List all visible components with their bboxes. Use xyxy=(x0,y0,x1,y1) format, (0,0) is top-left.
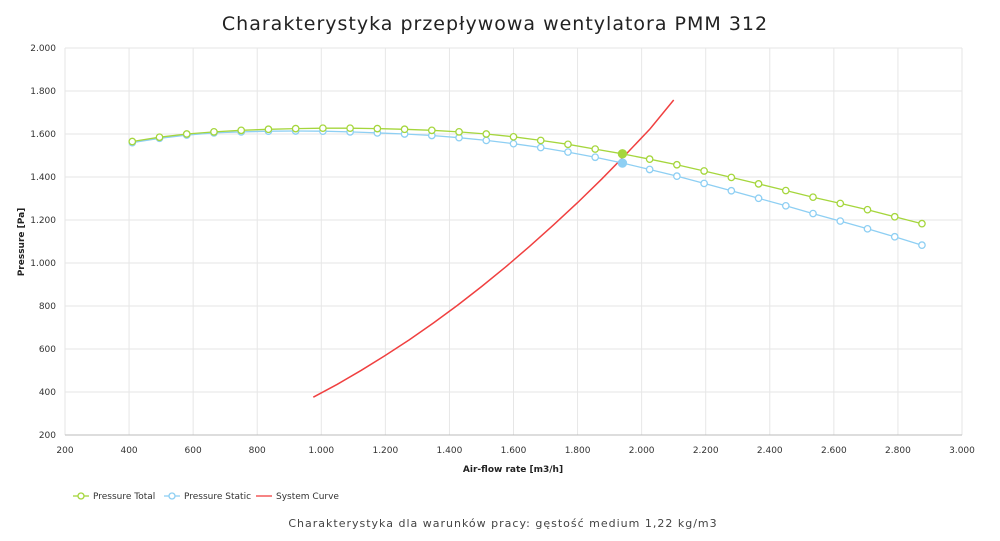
y-tick-label: 2.000 xyxy=(30,44,56,54)
data-point[interactable] xyxy=(781,201,790,210)
x-tick-label: 1.000 xyxy=(308,446,334,456)
legend-item-system-curve[interactable]: System Curve xyxy=(256,492,339,502)
data-point[interactable] xyxy=(700,167,708,175)
legend-label: Pressure Total xyxy=(93,492,155,502)
grid xyxy=(64,47,963,436)
y-tick-label: 400 xyxy=(39,388,56,398)
legend: Pressure Total Pressure Static System Curv… xyxy=(73,492,339,502)
data-point[interactable] xyxy=(781,186,790,195)
data-point[interactable] xyxy=(673,172,681,180)
data-point[interactable] xyxy=(809,209,817,218)
x-tick-label: 200 xyxy=(56,446,73,456)
data-point[interactable] xyxy=(836,199,845,208)
data-point[interactable] xyxy=(918,219,926,228)
data-point[interactable] xyxy=(918,241,926,250)
data-point[interactable] xyxy=(427,126,436,135)
x-tick-label: 2.000 xyxy=(629,446,655,456)
operating-point-pressure-static[interactable] xyxy=(617,158,628,168)
data-point[interactable] xyxy=(237,126,246,135)
x-axis-ticks: 200 400 600 800 1.000 1.200 1.400 1.600 1.800 2.0… xyxy=(56,446,975,456)
series-line-pressure-total xyxy=(132,127,923,225)
data-point[interactable] xyxy=(564,140,572,149)
x-tick-label: 1.600 xyxy=(501,446,527,456)
x-tick-label: 2.400 xyxy=(757,446,783,456)
x-tick-label: 2.600 xyxy=(821,446,847,456)
data-point[interactable] xyxy=(128,137,137,146)
data-point[interactable] xyxy=(890,232,899,241)
data-point[interactable] xyxy=(591,145,600,153)
data-point[interactable] xyxy=(536,136,545,145)
data-point[interactable] xyxy=(482,136,491,145)
data-point[interactable] xyxy=(373,124,382,133)
data-point[interactable] xyxy=(754,194,763,203)
data-point[interactable] xyxy=(727,186,736,195)
legend-item-pressure-static[interactable]: Pressure Static xyxy=(164,492,251,502)
data-point[interactable] xyxy=(890,212,899,221)
data-point[interactable] xyxy=(863,224,872,233)
data-point[interactable] xyxy=(836,217,845,225)
data-point[interactable] xyxy=(591,153,600,162)
data-point[interactable] xyxy=(346,124,354,133)
y-tick-label: 1.400 xyxy=(30,173,56,183)
x-axis-title: Air-flow rate [m3/h] xyxy=(463,465,563,475)
data-point[interactable] xyxy=(727,173,736,182)
data-point[interactable] xyxy=(291,124,300,133)
data-point[interactable] xyxy=(455,128,463,136)
x-tick-label: 1.800 xyxy=(565,446,591,456)
x-tick-label: 800 xyxy=(249,446,266,456)
x-tick-label: 3.000 xyxy=(949,446,975,456)
data-point[interactable] xyxy=(155,133,164,142)
y-tick-label: 200 xyxy=(39,431,56,441)
data-point[interactable] xyxy=(536,143,545,152)
series-system-curve xyxy=(312,99,675,398)
data-point[interactable] xyxy=(182,130,191,138)
y-axis-title: Pressure [Pa] xyxy=(17,208,27,277)
data-point[interactable] xyxy=(210,128,218,136)
x-tick-label: 400 xyxy=(120,446,137,456)
y-tick-label: 1.800 xyxy=(30,87,56,97)
chart-title: Charakterystyka przepływowa wentylatora … xyxy=(222,13,768,35)
data-point[interactable] xyxy=(700,179,708,188)
operating-point-pressure-total[interactable] xyxy=(617,149,628,159)
data-point[interactable] xyxy=(319,124,327,133)
y-tick-label: 1.000 xyxy=(30,259,56,269)
data-point[interactable] xyxy=(564,148,572,156)
y-tick-label: 800 xyxy=(39,302,56,312)
x-tick-label: 2.200 xyxy=(693,446,719,456)
y-tick-label: 600 xyxy=(39,345,56,355)
data-point[interactable] xyxy=(809,193,817,202)
data-point[interactable] xyxy=(645,155,654,164)
x-tick-label: 1.400 xyxy=(437,446,463,456)
data-point[interactable] xyxy=(863,205,872,214)
legend-item-pressure-total[interactable]: Pressure Total xyxy=(73,492,155,502)
data-point[interactable] xyxy=(645,165,654,174)
legend-label: System Curve xyxy=(276,492,339,502)
data-point[interactable] xyxy=(400,125,409,134)
series-line-pressure-static xyxy=(132,130,923,246)
data-point[interactable] xyxy=(482,130,491,138)
data-point[interactable] xyxy=(754,180,763,188)
data-point[interactable] xyxy=(673,160,681,169)
chart-subtitle: Charakterystyka dla warunków pracy: gęst… xyxy=(288,517,717,530)
legend-swatch-marker xyxy=(168,492,176,500)
legend-label: Pressure Static xyxy=(184,492,251,502)
y-tick-label: 1.600 xyxy=(30,130,56,140)
series-layer xyxy=(128,99,926,398)
x-tick-label: 1.200 xyxy=(372,446,398,456)
y-tick-label: 1.200 xyxy=(30,216,56,226)
series-line-system-curve xyxy=(312,99,675,398)
x-tick-label: 2.800 xyxy=(885,446,911,456)
legend-swatch-marker xyxy=(77,492,85,500)
y-axis-ticks: 200 400 600 800 1.000 1.200 1.400 1.600 1.800 2.0… xyxy=(30,44,56,441)
series-pressure-static xyxy=(128,127,926,250)
data-point[interactable] xyxy=(264,125,273,134)
data-point[interactable] xyxy=(509,132,518,141)
x-tick-label: 600 xyxy=(185,446,202,456)
data-point[interactable] xyxy=(509,139,518,148)
